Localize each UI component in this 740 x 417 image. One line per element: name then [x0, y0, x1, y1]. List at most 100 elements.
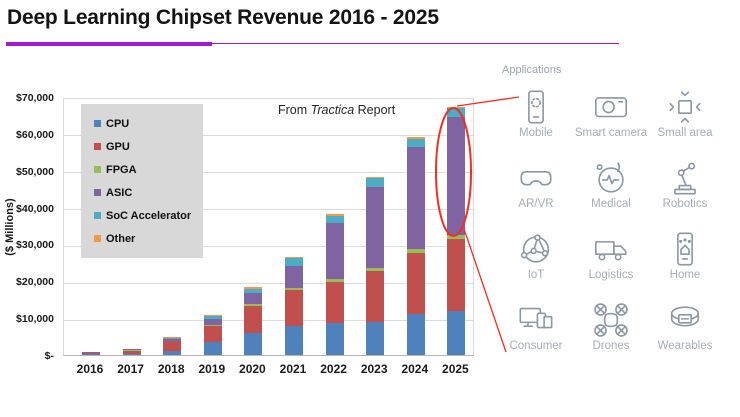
bar-segment-soc-accelerator — [163, 337, 182, 340]
gridline — [64, 135, 473, 137]
bar-segment-soc-accelerator — [325, 215, 344, 224]
gridline — [64, 319, 473, 321]
legend-label: CPU — [106, 117, 130, 130]
bar-segment-asic — [325, 223, 344, 279]
app-label: Robotics — [662, 198, 708, 210]
app-wearables: Wearables — [648, 301, 722, 372]
legend-item: GPU — [94, 141, 199, 153]
bar-segment-other — [244, 287, 263, 289]
y-tick-label: $50,000 — [16, 165, 54, 178]
robotics-icon — [674, 162, 696, 195]
bar-2022 — [325, 214, 344, 355]
x-tick-label: 2024 — [401, 362, 429, 376]
app-small-area: Small area — [648, 88, 722, 159]
bar-segment-gpu — [325, 282, 344, 323]
bar-segment-gpu — [366, 271, 385, 323]
bar-segment-fpga — [325, 278, 344, 283]
legend-marker — [94, 212, 101, 219]
legend-marker — [94, 189, 101, 196]
bar-segment-soc-accelerator — [244, 288, 263, 294]
bar-segment-fpga — [203, 324, 222, 326]
legend-item: SoC Accelerator — [94, 210, 199, 222]
bar-segment-other — [285, 256, 303, 259]
bar-segment-fpga — [285, 288, 303, 290]
bar-2021 — [285, 256, 303, 355]
x-tick-label: 2023 — [360, 362, 388, 376]
legend-label: Other — [106, 232, 136, 245]
x-tick-label: 2022 — [320, 362, 347, 376]
y-tick-label: $60,000 — [16, 128, 54, 141]
bar-segment-gpu — [285, 289, 303, 326]
x-tick-label: 2018 — [157, 362, 185, 376]
app-label: AR/VR — [518, 198, 554, 210]
x-tick-label: 2019 — [198, 362, 226, 376]
x-tick-label: 2016 — [76, 362, 104, 376]
source-note-pre: From — [278, 103, 311, 117]
app-label: IoT — [527, 269, 545, 281]
bar-2019 — [203, 315, 222, 355]
gridline — [64, 209, 473, 211]
bar-segment-other — [366, 177, 385, 179]
app-label: Mobile — [519, 127, 553, 139]
bar-segment-soc-accelerator — [122, 348, 141, 350]
source-note: From Tractica Report — [278, 103, 395, 117]
y-tick-label: $- — [44, 350, 54, 362]
smart-camera-icon — [594, 97, 628, 118]
x-tick-label: 2020 — [239, 362, 266, 376]
bar-segment-asic — [244, 293, 263, 305]
gridline — [64, 282, 473, 284]
x-axis-labels: 2016 2017 2018 2019 2020 2021 2022 2023 2024 2025 — [63, 362, 474, 378]
bar-segment-cpu — [325, 322, 344, 355]
app-logistics: Logistics — [574, 230, 648, 301]
app-ar-vr: AR/VR — [498, 159, 574, 230]
bar-segment-other — [406, 137, 425, 139]
bar-segment-cpu — [285, 325, 303, 355]
y-tick-label: $40,000 — [16, 202, 54, 215]
bar-segment-gpu — [122, 350, 141, 354]
bar-segment-cpu — [122, 353, 141, 355]
gridline — [64, 172, 473, 174]
bar-segment-soc-accelerator — [406, 138, 425, 147]
ar-vr-icon — [520, 171, 552, 186]
x-tick-label: 2017 — [117, 362, 144, 376]
gridline — [64, 245, 473, 247]
app-label: Home — [669, 269, 701, 281]
legend-label: SoC Accelerator — [106, 209, 192, 222]
app-mobile: Mobile — [498, 88, 574, 159]
medical-icon — [596, 162, 624, 193]
bar-segment-cpu — [163, 350, 182, 355]
app-robotics: Robotics — [648, 159, 722, 230]
app-medical: Medical — [574, 159, 648, 230]
legend-item: Other — [94, 233, 199, 245]
legend-marker — [94, 166, 101, 173]
bar-2023 — [366, 177, 385, 355]
bar-segment-fpga — [406, 248, 425, 253]
x-tick-label: 2021 — [279, 362, 307, 376]
app-drones: Drones — [574, 301, 648, 372]
y-axis-ticks: $70,000 $60,000 $50,000 $40,000 $30,000 $20,0… — [0, 92, 56, 362]
legend-marker — [94, 143, 101, 150]
bar-segment-soc-accelerator — [203, 315, 222, 320]
source-note-post: Report — [354, 103, 396, 117]
legend-item: ASIC — [94, 187, 199, 199]
bar-segment-other — [325, 214, 344, 216]
bar-segment-gpu — [203, 325, 222, 343]
bar-segment-other — [203, 315, 222, 316]
bar-segment-gpu — [406, 252, 425, 315]
drones-icon — [594, 303, 628, 337]
app-label: Consumer — [509, 340, 563, 352]
bar-segment-cpu — [447, 310, 466, 355]
legend-item: CPU — [94, 118, 199, 130]
app-home: Home — [648, 230, 722, 301]
legend-marker — [94, 120, 101, 127]
legend-label: GPU — [106, 140, 130, 153]
bar-segment-cpu — [244, 332, 263, 355]
x-tick-label: 2025 — [442, 362, 469, 376]
app-label: Logistics — [588, 269, 634, 281]
bar-segment-asic — [163, 339, 182, 341]
bar-segment-fpga — [366, 268, 385, 272]
small-area-icon — [669, 91, 701, 123]
bar-2017 — [122, 348, 141, 355]
y-tick-label: $30,000 — [16, 239, 54, 252]
